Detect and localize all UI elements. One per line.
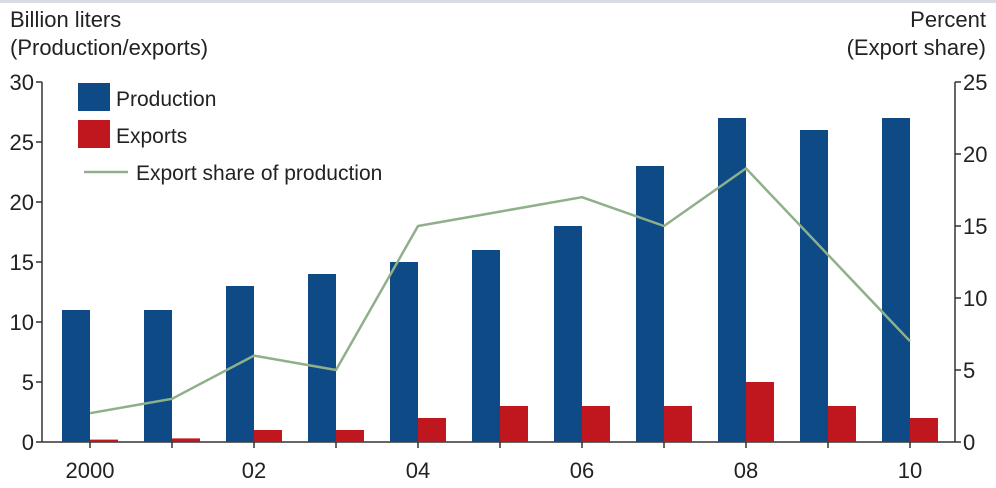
exports-bar [90,440,118,442]
production-bar [472,250,500,442]
exports-bar [172,438,200,442]
left-y-tick-label: 25 [10,130,34,155]
production-bar [718,118,746,442]
x-tick-label: 06 [570,458,594,483]
x-tick-label: 10 [898,458,922,483]
left-y-tick-label: 0 [22,430,34,455]
exports-bar [828,406,856,442]
exports-bar [500,406,528,442]
exports-bar [418,418,446,442]
exports-bar [664,406,692,442]
exports-bar [582,406,610,442]
exports-bar [336,430,364,442]
production-bar [144,310,172,442]
x-tick-label: 04 [406,458,430,483]
left-y-tick-label: 20 [10,190,34,215]
legend-production-label: Production [116,88,216,111]
right-y-tick-label: 0 [963,430,975,455]
production-bar [308,274,336,442]
right-y-tick-label: 15 [963,214,987,239]
left-y-tick-label: 30 [10,70,34,95]
right-y-tick-label: 25 [963,70,987,95]
x-tick-label: 2000 [66,458,115,483]
left-y-tick-label: 5 [22,370,34,395]
production-bar [800,130,828,442]
production-bar [554,226,582,442]
production-bar [62,310,90,442]
legend-export-share-label: Export share of production [136,162,382,185]
right-y-tick-label: 5 [963,358,975,383]
right-y-tick-label: 10 [963,286,987,311]
x-tick-label: 02 [242,458,266,483]
exports-bar [746,382,774,442]
production-bar [390,262,418,442]
legend-exports-swatch [78,120,110,148]
legend-production-swatch [78,83,110,111]
right-y-tick-label: 20 [963,142,987,167]
exports-bar [254,430,282,442]
production-bar [882,118,910,442]
left-y-tick-label: 15 [10,250,34,275]
production-bar [636,166,664,442]
x-tick-label: 08 [734,458,758,483]
legend-exports-label: Exports [116,125,187,148]
chart-legend: Production Exports Export share of product… [78,83,382,185]
exports-bar [910,418,938,442]
left-y-tick-label: 10 [10,310,34,335]
